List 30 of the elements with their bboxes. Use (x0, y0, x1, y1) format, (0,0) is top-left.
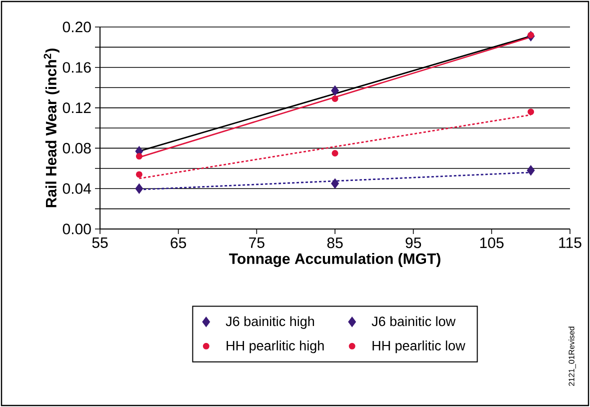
text: 2121_01Revised (568, 326, 576, 386)
point (528, 32, 534, 38)
y-tick-label: 0.16 (62, 62, 91, 73)
point (135, 184, 144, 194)
x-tick-label: 65 (170, 238, 186, 248)
point (332, 150, 338, 156)
point (526, 165, 535, 176)
point (136, 171, 142, 178)
x-tick-label: 95 (406, 238, 422, 248)
legend-label: J6 bainitic high (226, 316, 314, 329)
x-tick-label: 115 (559, 238, 582, 248)
point (332, 95, 338, 102)
point (331, 86, 339, 96)
legend-label: J6 bainitic low (372, 316, 456, 326)
y-axis-title: Rail Head Wear (inch$^{2}$) (44, 48, 60, 208)
y-tick-label: 0.20 (62, 22, 91, 32)
point (528, 108, 534, 116)
legend-label: HH pearlitic low (372, 340, 466, 354)
y-tick-label: 0.00 (62, 224, 91, 234)
x-tick-label: 55 (92, 238, 108, 248)
y-tick-label: 0.08 (62, 142, 91, 154)
legend-label: HH pearlitic high (226, 340, 324, 354)
y-tick-label: 0.04 (62, 183, 92, 194)
x-axis-title: Tonnage Accumulation (MGT) (229, 253, 440, 268)
y-tick-label: 0.12 (62, 102, 91, 114)
x-tick-label: 85 (327, 238, 343, 248)
x-tick-label: 75 (249, 238, 264, 248)
point (331, 178, 339, 189)
point (136, 153, 142, 160)
x-tick-label: 105 (480, 238, 504, 248)
